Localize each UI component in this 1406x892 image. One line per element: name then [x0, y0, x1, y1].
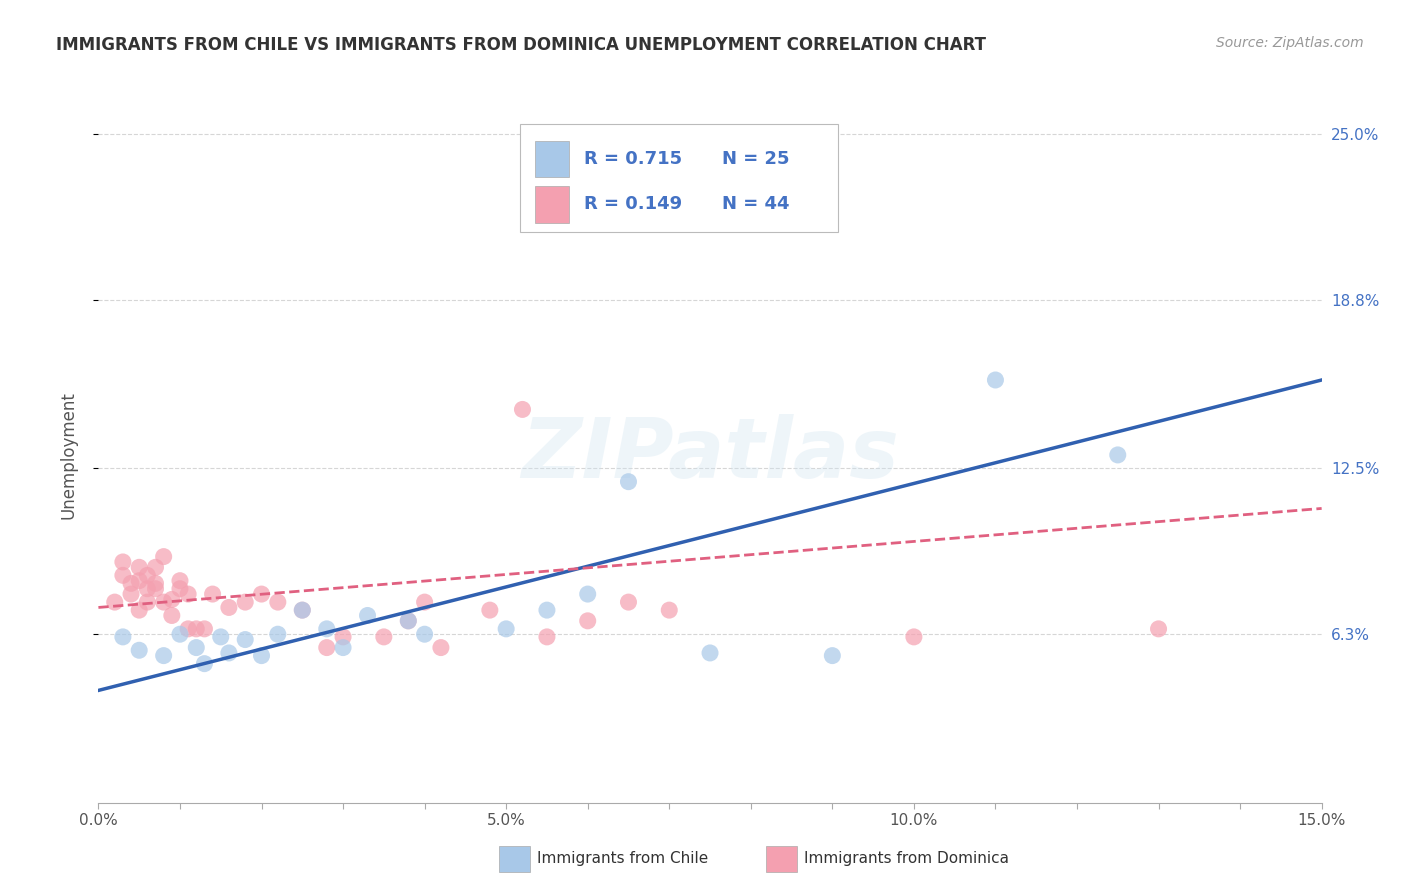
Point	[160, 592, 183, 607]
Point	[169, 627, 191, 641]
Point	[291, 603, 314, 617]
Text: IMMIGRANTS FROM CHILE VS IMMIGRANTS FROM DOMINICA UNEMPLOYMENT CORRELATION CHART: IMMIGRANTS FROM CHILE VS IMMIGRANTS FROM…	[56, 36, 986, 54]
Text: Immigrants from Chile: Immigrants from Chile	[537, 852, 709, 866]
Point	[903, 630, 925, 644]
Point	[267, 595, 290, 609]
Text: ZIPatlas: ZIPatlas	[522, 415, 898, 495]
Point	[430, 640, 453, 655]
Point	[128, 560, 150, 574]
Point	[315, 640, 337, 655]
Point	[396, 614, 419, 628]
Point	[152, 648, 174, 663]
Point	[160, 608, 183, 623]
Point	[169, 582, 191, 596]
Point	[201, 587, 224, 601]
Point	[177, 622, 200, 636]
Y-axis label: Unemployment: Unemployment	[59, 391, 77, 519]
Point	[111, 630, 134, 644]
Point	[658, 603, 681, 617]
Point	[145, 576, 167, 591]
Point	[177, 587, 200, 601]
Point	[821, 648, 844, 663]
Point	[152, 549, 174, 564]
Point	[128, 574, 150, 588]
Point	[218, 646, 240, 660]
Point	[209, 630, 232, 644]
Point	[512, 402, 534, 417]
Point	[111, 555, 134, 569]
Point	[699, 646, 721, 660]
Point	[111, 568, 134, 582]
Point	[169, 574, 191, 588]
Point	[250, 648, 273, 663]
Point	[128, 643, 150, 657]
Text: N = 44: N = 44	[723, 195, 790, 213]
Text: R = 0.715: R = 0.715	[583, 150, 682, 169]
Point	[120, 587, 142, 601]
Point	[413, 595, 436, 609]
Point	[536, 630, 558, 644]
Point	[315, 622, 337, 636]
Point	[576, 614, 599, 628]
Point	[332, 640, 354, 655]
Point	[128, 603, 150, 617]
Point	[145, 582, 167, 596]
Point	[104, 595, 127, 609]
Point	[536, 603, 558, 617]
FancyBboxPatch shape	[520, 124, 838, 232]
Point	[136, 582, 159, 596]
Point	[218, 600, 240, 615]
Point	[136, 595, 159, 609]
Point	[233, 632, 256, 647]
Point	[250, 587, 273, 601]
Point	[356, 608, 378, 623]
Point	[145, 560, 167, 574]
Text: Source: ZipAtlas.com: Source: ZipAtlas.com	[1216, 36, 1364, 50]
Text: N = 25: N = 25	[723, 150, 790, 169]
Point	[495, 622, 517, 636]
Point	[617, 595, 640, 609]
Point	[291, 603, 314, 617]
Point	[193, 657, 215, 671]
Point	[1107, 448, 1129, 462]
Text: R = 0.149: R = 0.149	[583, 195, 682, 213]
Point	[186, 622, 208, 636]
Point	[186, 640, 208, 655]
Point	[152, 595, 174, 609]
Point	[576, 587, 599, 601]
FancyBboxPatch shape	[536, 186, 569, 222]
Point	[413, 627, 436, 641]
Text: Immigrants from Dominica: Immigrants from Dominica	[804, 852, 1010, 866]
Point	[396, 614, 419, 628]
Point	[984, 373, 1007, 387]
Point	[332, 630, 354, 644]
Point	[120, 576, 142, 591]
FancyBboxPatch shape	[536, 141, 569, 178]
Point	[1147, 622, 1170, 636]
Point	[267, 627, 290, 641]
Point	[373, 630, 395, 644]
Point	[478, 603, 501, 617]
Point	[233, 595, 256, 609]
Point	[136, 568, 159, 582]
Point	[617, 475, 640, 489]
Point	[193, 622, 215, 636]
